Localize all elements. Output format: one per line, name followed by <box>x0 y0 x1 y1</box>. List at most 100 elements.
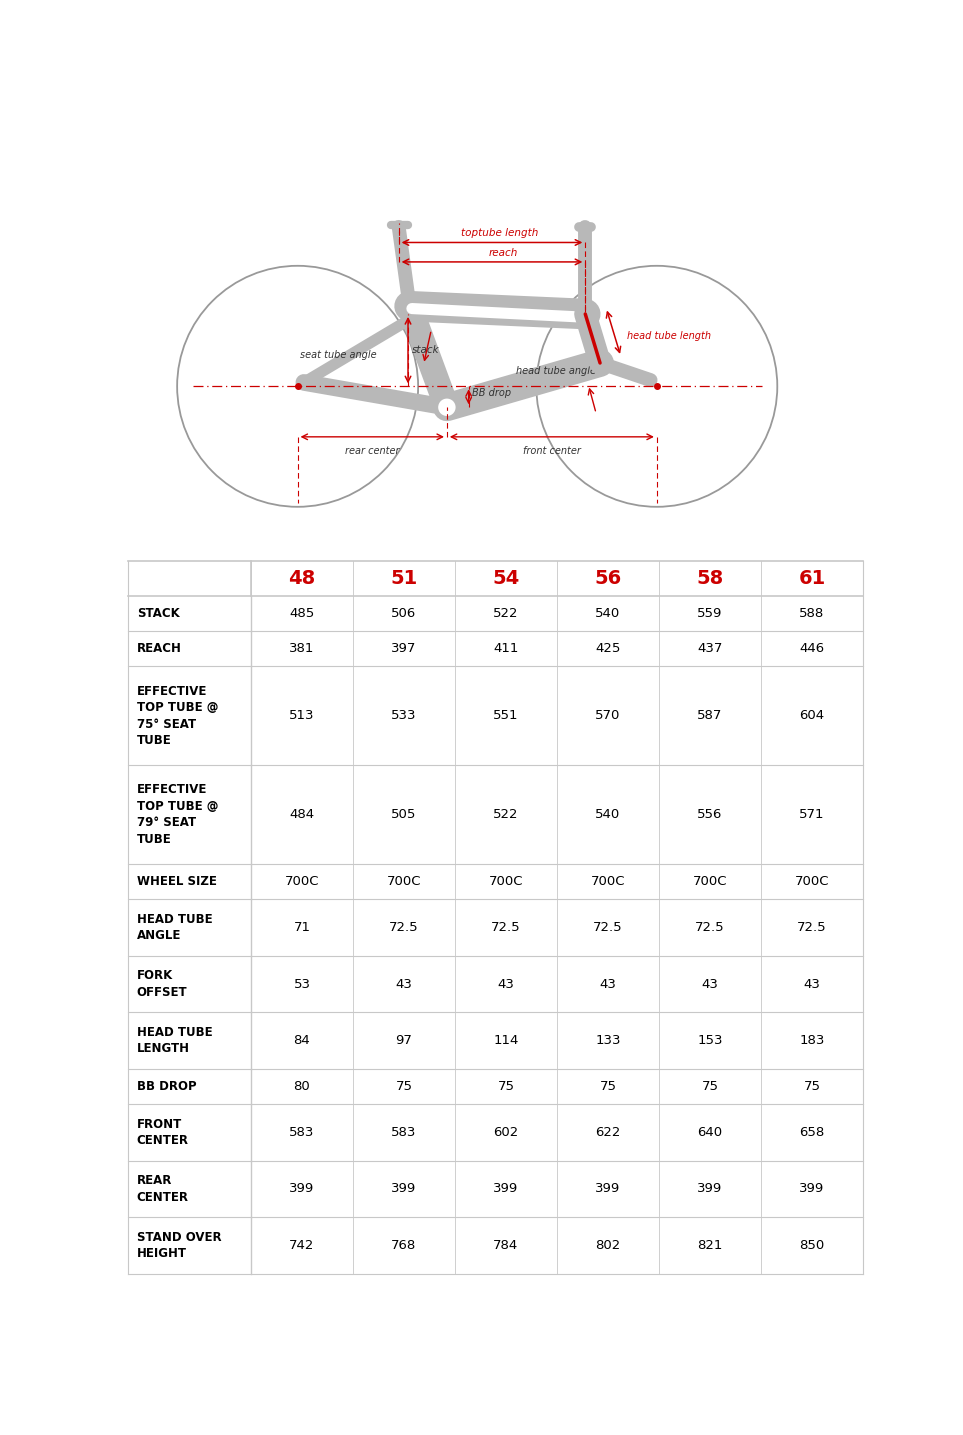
Text: 43: 43 <box>396 977 412 990</box>
Text: 51: 51 <box>390 568 418 588</box>
Text: 583: 583 <box>391 1126 417 1139</box>
Text: 802: 802 <box>595 1238 620 1251</box>
Text: 700C: 700C <box>285 875 319 888</box>
Text: rear center: rear center <box>345 446 400 456</box>
Text: 700C: 700C <box>692 875 727 888</box>
Text: 153: 153 <box>697 1035 722 1048</box>
Text: REAR
CENTER: REAR CENTER <box>137 1174 189 1204</box>
Text: 399: 399 <box>391 1182 417 1195</box>
Text: 71: 71 <box>294 921 310 934</box>
Text: 522: 522 <box>493 607 519 620</box>
Text: 56: 56 <box>594 568 621 588</box>
Text: 75: 75 <box>396 1081 412 1093</box>
Text: 72.5: 72.5 <box>797 921 827 934</box>
Text: 622: 622 <box>595 1126 621 1139</box>
Text: 583: 583 <box>289 1126 315 1139</box>
Text: 43: 43 <box>498 977 514 990</box>
Text: 850: 850 <box>799 1238 824 1251</box>
Text: 821: 821 <box>697 1238 722 1251</box>
Text: 399: 399 <box>595 1182 620 1195</box>
Text: 411: 411 <box>493 643 519 656</box>
Text: 84: 84 <box>294 1035 310 1048</box>
Text: 114: 114 <box>493 1035 519 1048</box>
Text: seat tube angle: seat tube angle <box>299 350 377 360</box>
Text: reach: reach <box>489 248 518 258</box>
Text: 43: 43 <box>600 977 616 990</box>
Text: 399: 399 <box>289 1182 315 1195</box>
Text: stack: stack <box>412 346 439 354</box>
Text: 48: 48 <box>288 568 316 588</box>
Text: 72.5: 72.5 <box>695 921 725 934</box>
Text: 397: 397 <box>391 643 417 656</box>
Text: 658: 658 <box>799 1126 824 1139</box>
Text: 533: 533 <box>391 709 417 722</box>
Text: 570: 570 <box>595 709 621 722</box>
Text: 485: 485 <box>289 607 315 620</box>
Text: 61: 61 <box>798 568 825 588</box>
Text: STACK: STACK <box>137 607 179 620</box>
Text: BB drop: BB drop <box>472 387 511 397</box>
Text: 399: 399 <box>697 1182 722 1195</box>
Text: 556: 556 <box>697 808 722 821</box>
Text: 75: 75 <box>600 1081 616 1093</box>
Text: 58: 58 <box>696 568 723 588</box>
Text: 742: 742 <box>289 1238 315 1251</box>
Text: 53: 53 <box>294 977 310 990</box>
Text: head tube length: head tube length <box>627 331 711 342</box>
Text: 551: 551 <box>493 709 519 722</box>
Text: 399: 399 <box>799 1182 824 1195</box>
Text: STAND OVER
HEIGHT: STAND OVER HEIGHT <box>137 1231 221 1260</box>
Text: 425: 425 <box>595 643 621 656</box>
Text: 571: 571 <box>799 808 824 821</box>
Circle shape <box>437 397 457 418</box>
Text: 133: 133 <box>595 1035 621 1048</box>
Text: 506: 506 <box>391 607 417 620</box>
Text: 43: 43 <box>701 977 718 990</box>
Text: 381: 381 <box>289 643 315 656</box>
Text: WHEEL SIZE: WHEEL SIZE <box>137 875 217 888</box>
Text: 484: 484 <box>290 808 315 821</box>
Text: 559: 559 <box>697 607 722 620</box>
Text: 183: 183 <box>799 1035 824 1048</box>
Text: EFFECTIVE
TOP TUBE @
75° SEAT
TUBE: EFFECTIVE TOP TUBE @ 75° SEAT TUBE <box>137 684 219 748</box>
Text: FRONT
CENTER: FRONT CENTER <box>137 1118 189 1147</box>
Text: 75: 75 <box>701 1081 718 1093</box>
Text: 446: 446 <box>799 643 824 656</box>
Text: 75: 75 <box>803 1081 820 1093</box>
Text: EFFECTIVE
TOP TUBE @
79° SEAT
TUBE: EFFECTIVE TOP TUBE @ 79° SEAT TUBE <box>137 784 219 845</box>
Text: HEAD TUBE
LENGTH: HEAD TUBE LENGTH <box>137 1026 213 1055</box>
Text: 700C: 700C <box>387 875 421 888</box>
Text: 72.5: 72.5 <box>389 921 419 934</box>
Text: 505: 505 <box>391 808 417 821</box>
Text: 784: 784 <box>493 1238 519 1251</box>
Text: 522: 522 <box>493 808 519 821</box>
Text: 587: 587 <box>697 709 722 722</box>
Text: 437: 437 <box>697 643 722 656</box>
Text: 80: 80 <box>294 1081 310 1093</box>
Text: head tube angle: head tube angle <box>516 366 596 376</box>
Text: front center: front center <box>523 446 581 456</box>
Text: 513: 513 <box>289 709 315 722</box>
Text: 97: 97 <box>396 1035 412 1048</box>
Text: 588: 588 <box>799 607 824 620</box>
Text: 700C: 700C <box>590 875 625 888</box>
Text: 640: 640 <box>697 1126 722 1139</box>
Text: 75: 75 <box>498 1081 514 1093</box>
Text: 540: 540 <box>595 607 620 620</box>
Text: HEAD TUBE
ANGLE: HEAD TUBE ANGLE <box>137 913 213 943</box>
Text: 768: 768 <box>391 1238 417 1251</box>
Text: 540: 540 <box>595 808 620 821</box>
Text: 604: 604 <box>799 709 824 722</box>
Text: 602: 602 <box>493 1126 519 1139</box>
Text: 399: 399 <box>493 1182 519 1195</box>
Text: 700C: 700C <box>794 875 829 888</box>
Text: REACH: REACH <box>137 643 182 656</box>
Text: 43: 43 <box>803 977 820 990</box>
Text: 72.5: 72.5 <box>491 921 521 934</box>
Text: 72.5: 72.5 <box>593 921 623 934</box>
Text: FORK
OFFSET: FORK OFFSET <box>137 970 188 999</box>
Text: 54: 54 <box>492 568 520 588</box>
Text: BB DROP: BB DROP <box>137 1081 196 1093</box>
Text: toptube length: toptube length <box>461 228 538 238</box>
Text: 700C: 700C <box>489 875 523 888</box>
